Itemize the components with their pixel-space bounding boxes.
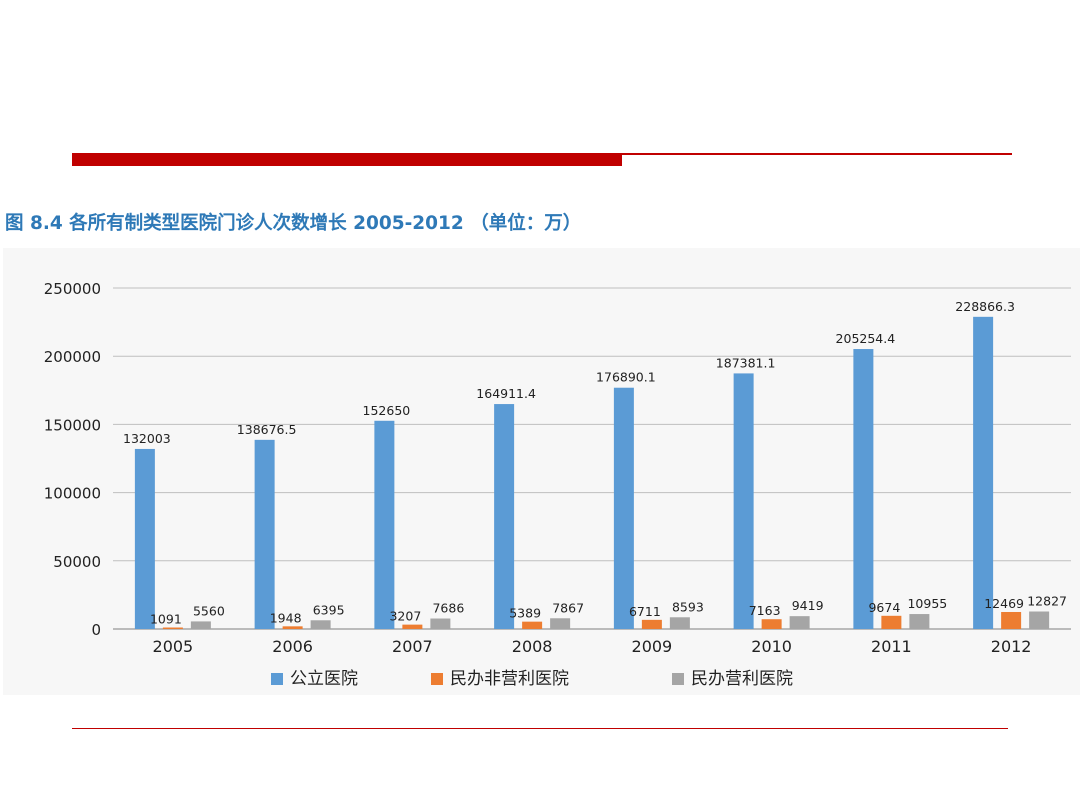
- bar: [669, 617, 690, 629]
- y-tick-label: 150000: [44, 416, 101, 434]
- data-label: 7867: [552, 600, 584, 615]
- bar: [881, 615, 902, 629]
- data-label: 1948: [270, 610, 302, 625]
- x-tick-label: 2009: [632, 637, 673, 656]
- bar: [494, 404, 515, 629]
- footer-accent-line: [72, 728, 1008, 729]
- data-label: 3207: [389, 609, 421, 624]
- bar-chart: 0 50000 100000 150000 200000 250000 132003 1091…: [44, 280, 1071, 689]
- bar: [430, 618, 451, 629]
- y-tick-label: 250000: [44, 280, 101, 298]
- data-label: 205254.4: [836, 331, 896, 346]
- x-tick-label: 2010: [751, 637, 792, 656]
- x-tick-label: 2007: [392, 637, 433, 656]
- data-label: 6395: [313, 602, 345, 617]
- header-accent-bar: [72, 153, 622, 166]
- bar: [134, 448, 155, 629]
- data-label: 5389: [509, 606, 541, 621]
- data-label: 187381.1: [716, 355, 776, 370]
- bar: [522, 621, 543, 629]
- data-label: 164911.4: [476, 386, 536, 401]
- bar: [1001, 611, 1022, 629]
- y-tick-label: 200000: [44, 348, 101, 366]
- bar: [550, 618, 571, 629]
- data-label: 9419: [792, 598, 824, 613]
- bar: [310, 620, 331, 629]
- bar: [254, 439, 275, 629]
- header-accent-line: [622, 153, 1012, 155]
- bar: [733, 373, 754, 629]
- data-label: 152650: [363, 403, 411, 418]
- legend-swatch: [431, 673, 443, 685]
- y-tick-label: 0: [91, 621, 101, 639]
- data-label: 1091: [150, 612, 182, 627]
- data-label: 12827: [1027, 594, 1067, 609]
- legend-label: 民办营利医院: [691, 669, 793, 689]
- x-tick-label: 2011: [871, 637, 912, 656]
- y-tick-label: 50000: [53, 553, 101, 571]
- data-label: 132003: [123, 431, 171, 446]
- x-tick-label: 2008: [512, 637, 553, 656]
- x-tick-label: 2006: [272, 637, 313, 656]
- data-label: 176890.1: [596, 370, 656, 385]
- legend-label: 公立医院: [290, 669, 358, 689]
- legend-swatch: [672, 673, 684, 685]
- x-tick-label: 2005: [153, 637, 194, 656]
- y-tick-label: 100000: [44, 485, 101, 503]
- data-label: 7686: [432, 601, 464, 616]
- bar: [973, 316, 994, 629]
- legend-swatch: [271, 673, 283, 685]
- bar: [282, 626, 303, 629]
- bar: [162, 627, 183, 629]
- data-label: 5560: [193, 603, 225, 618]
- data-label: 8593: [672, 599, 704, 614]
- data-label: 228866.3: [955, 299, 1015, 314]
- data-label: 138676.5: [237, 422, 297, 437]
- bar: [613, 387, 634, 629]
- legend-label: 民办非营利医院: [450, 669, 569, 689]
- x-tick-label: 2012: [991, 637, 1032, 656]
- bar: [190, 621, 211, 629]
- data-label: 7163: [749, 603, 781, 618]
- bar: [374, 420, 395, 629]
- bar: [402, 624, 423, 629]
- bar: [909, 614, 930, 629]
- bar: [1029, 611, 1050, 629]
- bar: [789, 616, 810, 629]
- bar: [761, 619, 782, 629]
- data-label: 12469: [984, 596, 1024, 611]
- data-label: 10955: [907, 596, 947, 611]
- chart-title: 图 8.4 各所有制类型医院门诊人次数增长 2005-2012 （单位：万）: [5, 213, 582, 234]
- data-label: 6711: [629, 604, 661, 619]
- chart-panel: 0 50000 100000 150000 200000 250000 132003 1091…: [3, 248, 1080, 695]
- bar: [641, 619, 662, 629]
- data-label: 9674: [868, 600, 900, 615]
- bar: [853, 349, 874, 629]
